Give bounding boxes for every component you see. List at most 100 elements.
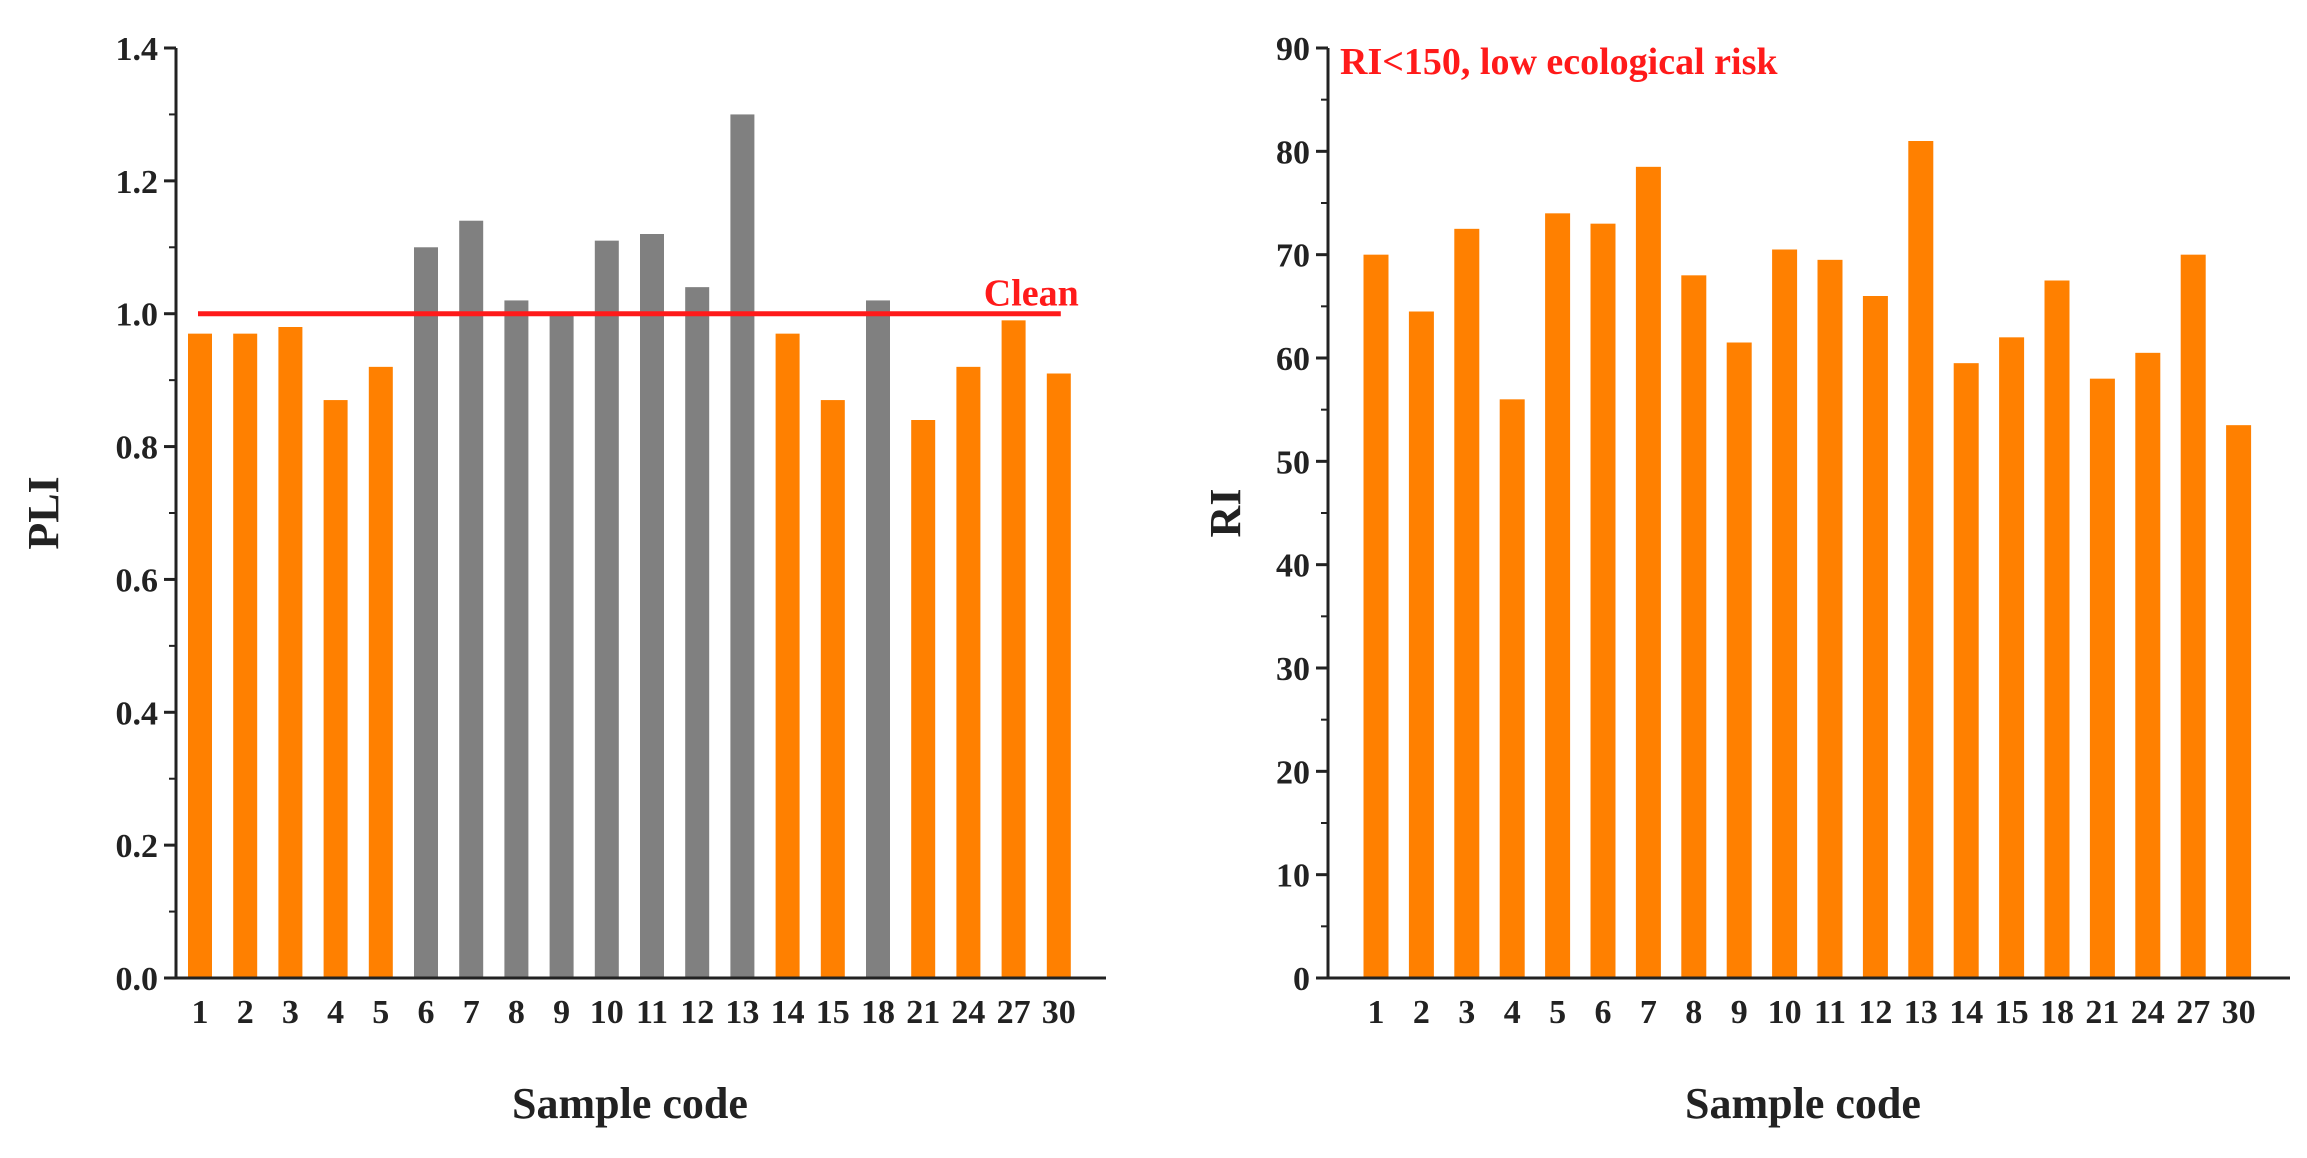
pli-bar-13	[730, 114, 755, 978]
ri-bar-14	[1953, 363, 1979, 979]
ri-x-tick-label: 11	[1814, 994, 1846, 1031]
pli-y-axis-title: PLI	[19, 476, 68, 549]
ri-bar-7	[1635, 166, 1661, 979]
pli-x-tick-label: 7	[463, 994, 480, 1031]
ri-bar-3	[1454, 228, 1480, 979]
ri-y-tick-label: 10	[1276, 858, 1310, 895]
ri-y-tick-label: 40	[1276, 548, 1310, 585]
pli-x-tick-label: 15	[816, 994, 850, 1031]
pli-x-tick-label: 10	[590, 994, 624, 1031]
ri-x-tick-label: 12	[1858, 994, 1892, 1031]
ri-y-tick-label: 0	[1293, 961, 1310, 998]
ri-x-tick-label: 8	[1685, 994, 1702, 1031]
ri-bar-6	[1590, 223, 1616, 978]
pli-bar-1	[188, 333, 212, 979]
ri-y-tick-label: 60	[1276, 341, 1310, 378]
pli-bar-9	[549, 313, 574, 978]
pli-y-tick-label: 0.2	[116, 828, 159, 865]
pli-bar-21	[911, 420, 936, 978]
pli-bar-30	[1046, 373, 1071, 978]
pli-bar-5	[368, 366, 393, 978]
pli-y-tick-label: 1.0	[116, 297, 159, 334]
ri-bar-27	[2180, 254, 2206, 978]
ri-bar-1	[1363, 254, 1389, 978]
pli-x-tick-label: 4	[327, 994, 344, 1031]
ri-x-tick-label: 30	[2222, 994, 2256, 1031]
pli-x-tick-label: 24	[951, 994, 985, 1031]
ri-bar-5	[1545, 213, 1571, 979]
pli-x-axis-title: Sample code	[512, 1079, 748, 1128]
pli-bar-4	[323, 400, 348, 979]
ri-bar-30	[2226, 425, 2252, 979]
pli-y-tick-label: 1.2	[116, 164, 159, 201]
pli-bar-7	[459, 220, 484, 978]
ri-bar-2	[1408, 311, 1434, 978]
pli-y-tick-label: 0.8	[116, 430, 159, 467]
ri-x-tick-label: 18	[2040, 994, 2074, 1031]
pli-y-tick-label: 1.4	[116, 31, 159, 68]
pli-x-tick-label: 8	[508, 994, 525, 1031]
pli-bar-8	[504, 300, 529, 978]
pli-x-tick-label: 2	[237, 994, 254, 1031]
pli-y-tick-label: 0.6	[116, 562, 159, 599]
ri-x-tick-label: 15	[1995, 994, 2029, 1031]
ri-y-ticks: 0 10 20 30 40 50 60 70 80 90	[1276, 31, 1328, 998]
ri-x-tick-label: 14	[1949, 994, 1983, 1031]
pli-x-tick-label: 27	[997, 994, 1031, 1031]
ri-bar-18	[2044, 280, 2070, 978]
pli-bars	[188, 114, 1071, 979]
ri-bar-24	[2135, 352, 2161, 978]
ri-bar-11	[1817, 259, 1843, 978]
ri-bar-21	[2089, 378, 2115, 979]
pli-y-tick-label: 0.4	[116, 695, 159, 732]
ri-y-tick-label: 70	[1276, 238, 1310, 275]
ri-x-tick-label: 3	[1458, 994, 1475, 1031]
pli-x-tick-label: 14	[771, 994, 805, 1031]
pli-x-tick-label: 11	[636, 994, 668, 1031]
ri-x-tick-label: 5	[1549, 994, 1566, 1031]
ri-x-axis-title: Sample code	[1685, 1079, 1921, 1128]
ri-bar-13	[1908, 141, 1934, 978]
pli-bar-14	[775, 333, 800, 979]
pli-x-tick-label: 12	[680, 994, 714, 1031]
ri-y-tick-label: 80	[1276, 134, 1310, 171]
pli-bar-12	[685, 287, 710, 979]
ri-bar-15	[1999, 337, 2025, 978]
ri-bar-4	[1499, 399, 1525, 978]
ri-bar-8	[1681, 275, 1707, 978]
pli-bar-18	[866, 300, 890, 978]
ri-bars	[1363, 141, 2252, 979]
ri-y-tick-label: 50	[1276, 444, 1310, 481]
pli-bar-3	[278, 327, 303, 978]
pli-x-tick-label: 3	[282, 994, 299, 1031]
ri-y-axis-title: RI	[1201, 489, 1250, 538]
pli-x-tick-label: 6	[418, 994, 435, 1031]
pli-bar-27	[1001, 320, 1026, 978]
pli-reference-label: Clean	[984, 273, 1079, 315]
ri-x-tick-label: 9	[1731, 994, 1748, 1031]
pli-bar-11	[640, 234, 664, 978]
ri-x-tick-label: 13	[1904, 994, 1938, 1031]
ri-bar-9	[1726, 342, 1752, 978]
pli-bar-10	[594, 240, 619, 979]
ri-x-tick-label: 7	[1640, 994, 1657, 1031]
ri-x-ticks: 1 2 3 4 5 6 7 8 9 10 11 12 13 14 15 18 21 24 27 30	[1368, 994, 2256, 1031]
pli-x-tick-label: 5	[372, 994, 389, 1031]
pli-bar-6	[414, 247, 438, 979]
pli-x-tick-label: 21	[906, 994, 940, 1031]
ri-x-tick-label: 2	[1413, 994, 1430, 1031]
pli-bar-24	[956, 366, 981, 978]
ri-x-tick-label: 21	[2085, 994, 2119, 1031]
ri-x-tick-label: 27	[2176, 994, 2210, 1031]
ri-x-tick-label: 24	[2131, 994, 2165, 1031]
pli-x-tick-label: 13	[725, 994, 759, 1031]
pli-x-tick-label: 9	[553, 994, 570, 1031]
pli-bar-2	[233, 333, 258, 979]
ri-y-tick-label: 20	[1276, 754, 1310, 791]
ri-y-tick-label: 30	[1276, 651, 1310, 688]
ri-x-tick-label: 1	[1368, 994, 1385, 1031]
pli-x-tick-label: 1	[192, 994, 209, 1031]
pli-x-tick-label: 18	[861, 994, 895, 1031]
